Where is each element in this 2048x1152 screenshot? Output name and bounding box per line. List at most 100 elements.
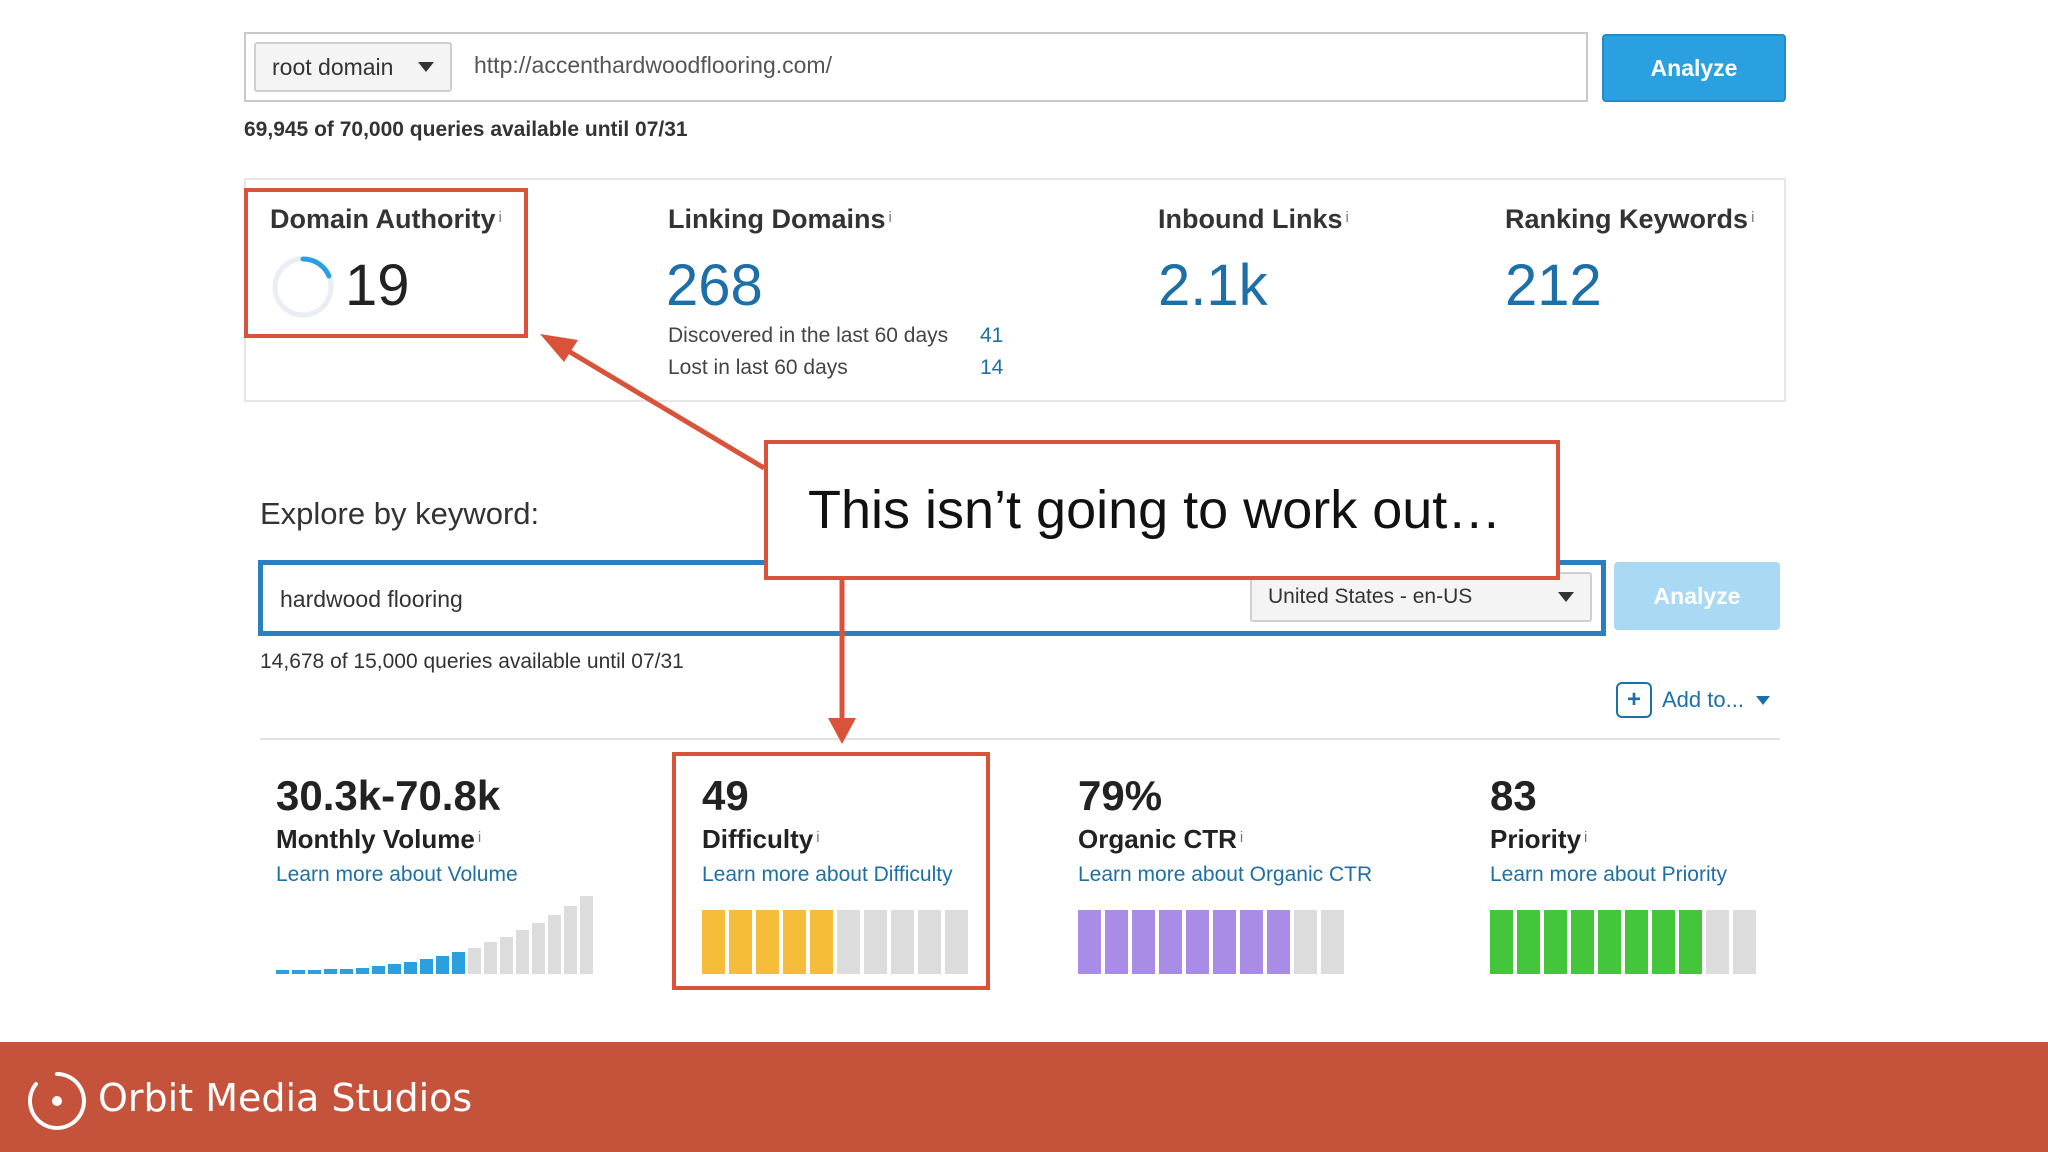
volume-bar	[340, 969, 353, 974]
plus-icon: +	[1616, 682, 1652, 718]
locale-dropdown[interactable]: United States - en-US	[1250, 572, 1592, 622]
url-search-bar[interactable]	[244, 32, 1588, 102]
volume-bar	[484, 942, 497, 974]
volume-bar	[548, 915, 561, 974]
volume-bar	[580, 896, 593, 974]
footer-bar	[0, 1042, 2048, 1152]
progress-ring-icon	[272, 256, 334, 318]
volume-bar	[404, 962, 417, 974]
locale-dropdown-label: United States - en-US	[1268, 585, 1473, 608]
priority-metric: 83 Priority i Learn more about Priority	[1490, 772, 1727, 887]
info-icon[interactable]: i	[1239, 828, 1244, 846]
callout-box: This isn’t going to work out…	[764, 440, 1560, 580]
volume-bar	[516, 930, 529, 974]
meter-segment	[945, 910, 968, 974]
priority-value: 83	[1490, 772, 1537, 819]
keyword-analyze-button[interactable]: Analyze	[1614, 562, 1780, 630]
difficulty-metric: 49 Difficulty i Learn more about Difficul…	[702, 772, 953, 887]
meter-segment	[1625, 910, 1648, 974]
meter-segment	[756, 910, 779, 974]
meter-segment	[1267, 910, 1290, 974]
info-icon[interactable]: i	[888, 208, 892, 226]
analyze-button[interactable]: Analyze	[1602, 34, 1786, 102]
meter-segment	[1321, 910, 1344, 974]
priority-learn-more-link[interactable]: Learn more about Priority	[1490, 863, 1727, 886]
highlight-box-difficulty	[672, 752, 990, 990]
linking-domains-title: Linking Domains i	[668, 204, 892, 234]
volume-bar	[292, 970, 305, 974]
info-icon[interactable]: i	[498, 208, 502, 226]
meter-segment	[1544, 910, 1567, 974]
lost-value[interactable]: 14	[980, 356, 1004, 379]
meter-segment	[1078, 910, 1101, 974]
meter-segment	[810, 910, 833, 974]
lost-label: Lost in last 60 days	[668, 356, 848, 379]
linking-domains-value: 268	[666, 253, 763, 318]
organic-ctr-metric: 79% Organic CTR i Learn more about Organi…	[1078, 772, 1372, 887]
domain-authority-title: Domain Authority i	[270, 204, 502, 234]
meter-segment	[891, 910, 914, 974]
volume-value: 30.3k-70.8k	[276, 772, 501, 819]
volume-bar	[308, 970, 321, 974]
meter-segment	[1159, 910, 1182, 974]
meter-segment	[1706, 910, 1729, 974]
info-icon[interactable]: i	[1345, 208, 1349, 226]
keyword-input[interactable]: hardwood flooring	[280, 586, 463, 612]
inbound-links-title: Inbound Links i	[1158, 204, 1349, 234]
meter-segment	[1598, 910, 1621, 974]
info-icon[interactable]: i	[816, 828, 820, 846]
meter-segment	[1490, 910, 1513, 974]
arrow-to-domain-authority	[558, 343, 766, 471]
meter-segment	[1571, 910, 1594, 974]
add-to-button[interactable]: + Add to...	[1616, 682, 1770, 718]
ranking-keywords-value: 212	[1505, 253, 1602, 318]
meter-segment	[1733, 910, 1756, 974]
info-icon[interactable]: i	[1584, 828, 1588, 846]
meter-segment	[1132, 910, 1155, 974]
volume-bar	[436, 956, 449, 974]
arrowhead-icon	[828, 718, 856, 744]
organic-ctr-bar-meter	[1078, 910, 1344, 974]
discovered-label: Discovered in the last 60 days	[668, 324, 949, 347]
volume-bar	[532, 923, 545, 974]
url-input[interactable]: http://accenthardwoodflooring.com/	[474, 52, 832, 78]
explore-by-keyword-label: Explore by keyword:	[260, 496, 540, 531]
volume-bar-chart	[276, 896, 593, 974]
organic-ctr-learn-more-link[interactable]: Learn more about Organic CTR	[1078, 863, 1373, 886]
volume-bar	[372, 966, 385, 974]
scope-dropdown-label: root domain	[272, 53, 394, 80]
volume-bar	[276, 970, 289, 974]
meter-segment	[1517, 910, 1540, 974]
meter-segment	[1240, 910, 1263, 974]
volume-bar	[356, 968, 369, 974]
volume-bar	[564, 906, 577, 974]
metrics-panel	[244, 178, 1786, 402]
meter-segment	[1105, 910, 1128, 974]
meter-segment	[918, 910, 941, 974]
query-quota: 69,945 of 70,000 queries available until…	[244, 118, 688, 141]
info-icon[interactable]: i	[477, 828, 482, 846]
volume-label: Monthly Volume	[276, 824, 475, 854]
difficulty-bar-meter	[702, 910, 968, 974]
ranking-keywords-title: Ranking Keywords i	[1505, 204, 1755, 234]
meter-segment	[1213, 910, 1236, 974]
volume-bar	[500, 937, 513, 974]
scope-dropdown[interactable]: root domain	[254, 42, 452, 92]
chevron-down-icon	[1755, 695, 1770, 705]
volume-learn-more-link[interactable]: Learn more about Volume	[276, 863, 518, 886]
chevron-down-icon	[418, 62, 434, 72]
add-to-label: Add to...	[1662, 687, 1744, 712]
difficulty-label: Difficulty	[702, 824, 814, 854]
keyword-query-quota: 14,678 of 15,000 queries available until…	[260, 650, 684, 673]
chevron-down-icon	[1558, 592, 1574, 602]
meter-segment	[864, 910, 887, 974]
difficulty-learn-more-link[interactable]: Learn more about Difficulty	[702, 863, 953, 886]
difficulty-value: 49	[702, 772, 749, 819]
organic-ctr-value: 79%	[1078, 772, 1163, 819]
orbit-logo-icon	[28, 1072, 86, 1130]
discovered-value[interactable]: 41	[980, 324, 1004, 347]
volume-bar	[452, 952, 465, 974]
volume-bar	[324, 969, 337, 974]
info-icon[interactable]: i	[1751, 208, 1755, 226]
